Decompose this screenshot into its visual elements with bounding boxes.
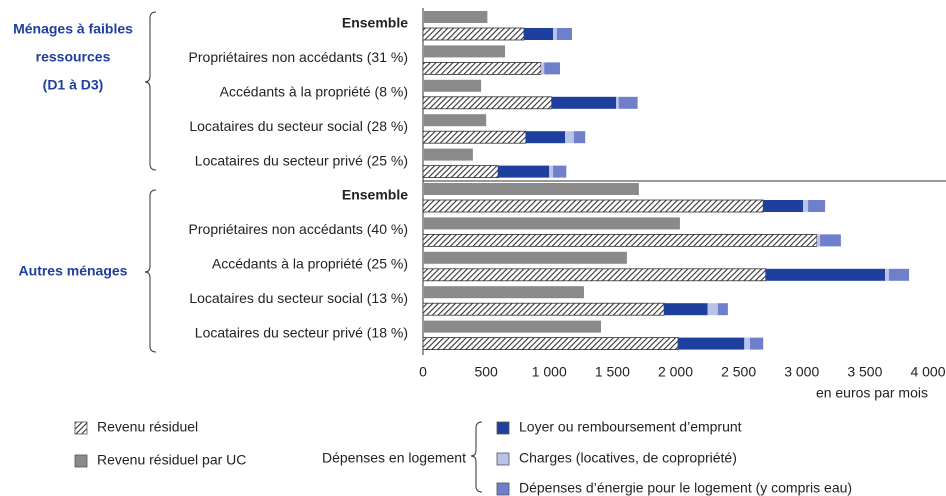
legend-swatch bbox=[74, 421, 88, 435]
legend-label: Loyer ou remboursement d’emprunt bbox=[519, 419, 742, 435]
category-label: Locataires du secteur social (28 %) bbox=[189, 118, 408, 134]
legend-label: Dépenses d’énergie pour le logement (y c… bbox=[519, 480, 852, 496]
category-label: Accédants à la propriété (8 %) bbox=[220, 84, 408, 100]
bar-segment bbox=[888, 268, 910, 281]
x-tick-label: 500 bbox=[474, 364, 498, 380]
bar-segment bbox=[422, 96, 553, 110]
bar-segment bbox=[551, 96, 617, 109]
bar-segment bbox=[422, 62, 542, 75]
bar-segment bbox=[616, 96, 619, 109]
x-tick-label: 1 500 bbox=[595, 364, 630, 380]
brace bbox=[144, 189, 157, 353]
bar-segment bbox=[422, 165, 499, 179]
bar-segment bbox=[553, 28, 557, 40]
bar bbox=[424, 11, 488, 23]
bar bbox=[424, 183, 639, 195]
legend-swatch bbox=[496, 452, 510, 466]
legend-label: Revenu résiduel par UC bbox=[97, 452, 246, 468]
legend-group-label: Dépenses en logement bbox=[322, 450, 466, 466]
bar-segment bbox=[525, 131, 566, 144]
bar-segment bbox=[763, 200, 804, 212]
bar-segment bbox=[553, 165, 567, 178]
x-tick-label: 4 000 bbox=[910, 364, 945, 380]
bar bbox=[424, 45, 506, 58]
category-label: Locataires du secteur privé (25 %) bbox=[195, 152, 408, 168]
bar-segment bbox=[422, 199, 764, 213]
bar bbox=[424, 217, 680, 230]
legend-swatch bbox=[496, 482, 510, 496]
legend-label: Charges (locatives, de copropriété) bbox=[519, 450, 737, 466]
bar-segment bbox=[422, 302, 665, 316]
bar-segment bbox=[678, 337, 745, 350]
bar bbox=[424, 320, 602, 333]
brace bbox=[470, 421, 483, 493]
bar-segment bbox=[541, 62, 545, 75]
bar bbox=[424, 114, 487, 127]
bar-segment bbox=[524, 28, 554, 40]
bar-segment bbox=[744, 337, 750, 350]
bar-segment bbox=[618, 96, 638, 109]
bar-segment bbox=[885, 268, 889, 281]
legend-label: Revenu résiduel bbox=[97, 419, 198, 435]
bar-segment bbox=[717, 303, 728, 316]
group-label: Autres ménages bbox=[19, 263, 128, 279]
bar bbox=[424, 286, 584, 299]
bar-segment bbox=[820, 234, 841, 247]
x-tick-label: 0 bbox=[419, 364, 427, 380]
bar-segment bbox=[765, 268, 886, 281]
group-label: (D1 à D3) bbox=[43, 77, 104, 93]
bar-segment bbox=[556, 28, 572, 40]
category-label: Ensemble bbox=[342, 187, 408, 203]
legend-swatch bbox=[74, 454, 88, 468]
category-label: Locataires du secteur social (13 %) bbox=[189, 290, 408, 306]
bar-segment bbox=[749, 337, 764, 350]
x-tick-label: 3 000 bbox=[784, 364, 819, 380]
bar-segment bbox=[573, 131, 586, 144]
group-label: ressources bbox=[36, 49, 111, 65]
brace bbox=[144, 11, 157, 171]
bar-segment bbox=[422, 27, 525, 41]
bar-segment bbox=[422, 233, 818, 247]
x-tick-label: 1 000 bbox=[532, 364, 567, 380]
bar-segment bbox=[707, 303, 718, 316]
bar-segment bbox=[816, 234, 821, 247]
bar bbox=[424, 251, 627, 264]
bar-segment bbox=[498, 165, 550, 178]
bar-segment bbox=[565, 131, 574, 144]
bar-segment bbox=[422, 337, 679, 351]
bar bbox=[424, 79, 482, 92]
category-label: Ensemble bbox=[342, 15, 408, 31]
bar-segment bbox=[422, 130, 527, 144]
category-label: Propriétaires non accédants (31 %) bbox=[189, 49, 408, 65]
bar bbox=[424, 148, 473, 161]
legend-swatch bbox=[496, 421, 510, 435]
x-tick-label: 2 500 bbox=[721, 364, 756, 380]
group-label: Ménages à faibles bbox=[13, 21, 133, 37]
bar-segment bbox=[808, 200, 826, 212]
bar-segment bbox=[664, 303, 708, 316]
x-axis-label: en euros par mois bbox=[816, 385, 928, 401]
x-tick-label: 2 000 bbox=[658, 364, 693, 380]
bar-segment bbox=[544, 62, 560, 75]
category-label: Locataires du secteur privé (18 %) bbox=[195, 324, 408, 340]
category-label: Propriétaires non accédants (40 %) bbox=[189, 221, 408, 237]
category-label: Accédants à la propriété (25 %) bbox=[212, 256, 408, 272]
bar-segment bbox=[422, 268, 767, 282]
bar-segment bbox=[803, 200, 809, 212]
x-tick-label: 3 500 bbox=[847, 364, 882, 380]
bar-segment bbox=[549, 165, 554, 178]
